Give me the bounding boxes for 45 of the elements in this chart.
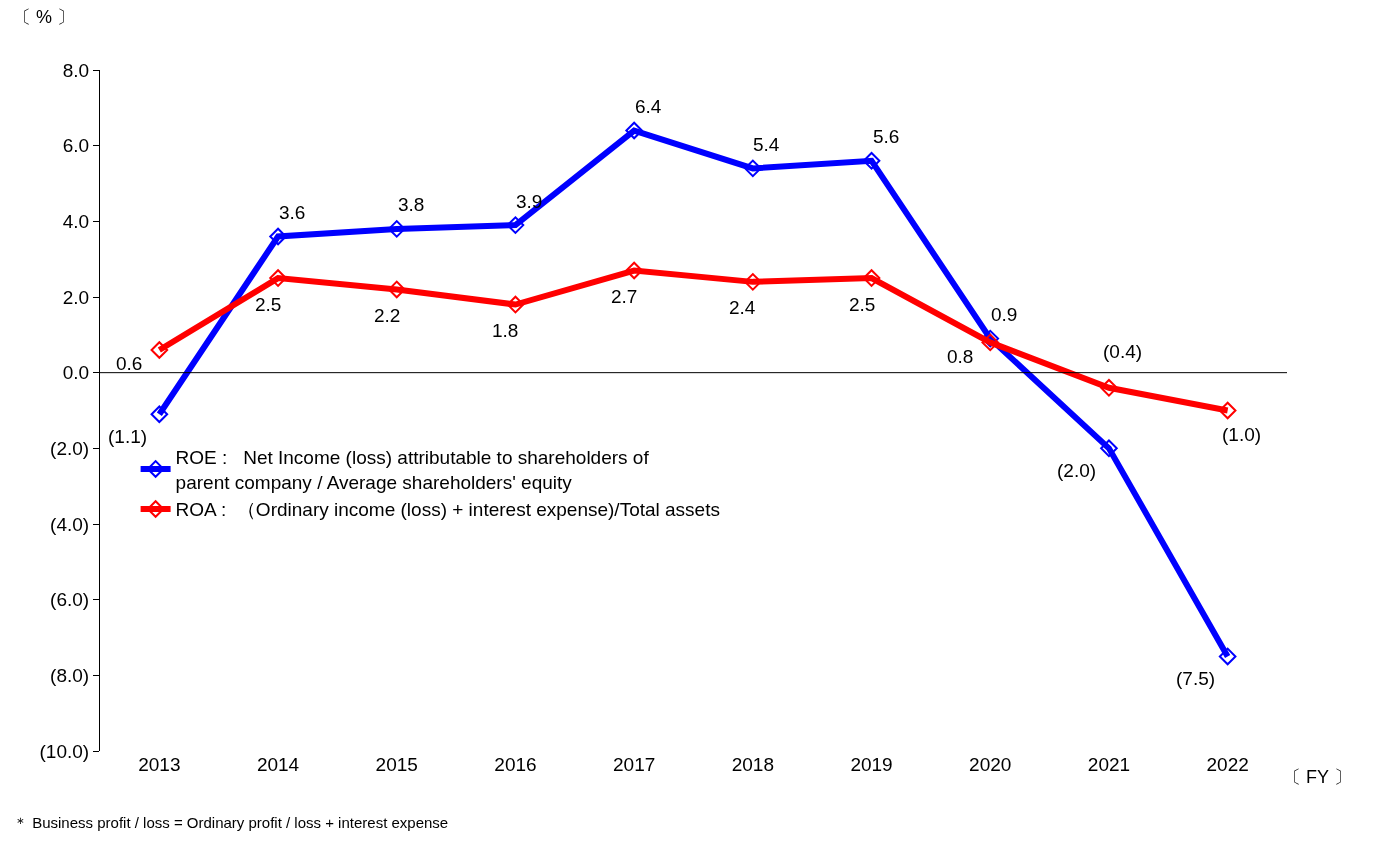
data-label: 2.5	[849, 294, 876, 315]
x-axis-title: 〔 FY 〕	[1283, 767, 1352, 787]
y-tick-label: 8.0	[62, 59, 90, 81]
x-tick-label: 2017	[613, 754, 656, 775]
y-tick-label: (2.0)	[50, 437, 90, 459]
data-label: 3.6	[279, 202, 306, 223]
data-label: (0.4)	[1103, 341, 1143, 362]
data-label: (1.1)	[108, 426, 148, 447]
y-tick-label: 2.0	[62, 286, 90, 308]
text: ＊ Business profit / loss = Ordinary profit / loss + interest expense	[13, 814, 449, 831]
x-tick-label: 2015	[375, 754, 418, 775]
x-tick-label: 2018	[731, 754, 774, 775]
data-label: 0.6	[116, 353, 143, 374]
data-label: 2.5	[255, 294, 282, 315]
y-tick-label: 4.0	[62, 210, 90, 232]
data-label: (1.0)	[1222, 424, 1262, 445]
y-tick-label: 0.0	[62, 362, 90, 384]
x-tick-label: 2019	[850, 754, 893, 775]
data-label: 3.9	[516, 191, 543, 212]
legend-label: ROA : （Ordinary income (loss) + interest expense)/Total assets	[175, 499, 720, 521]
y-tick-label: (10.0)	[39, 740, 90, 762]
x-tick-label: 2014	[256, 754, 300, 775]
data-label: 2.2	[374, 305, 401, 326]
legend-label: ROE : Net Income (loss) attributable to shareholders of parent company / Average shareholders' equity	[175, 447, 650, 493]
data-label: 0.9	[991, 304, 1018, 325]
x-tick-label: 2022	[1206, 754, 1249, 775]
data-label: 1.8	[492, 320, 519, 341]
data-label: (7.5)	[1176, 668, 1216, 689]
y-tick-label: 6.0	[62, 135, 90, 157]
x-tick-label: 2016	[494, 754, 537, 775]
y-tick-label: (8.0)	[50, 664, 90, 686]
y-tick-label: (4.0)	[50, 513, 90, 535]
y-tick-label: (6.0)	[50, 589, 90, 611]
data-label: 2.4	[729, 297, 756, 318]
data-label: (2.0)	[1057, 460, 1097, 481]
data-label: 5.6	[873, 126, 900, 147]
y-axis-title: 〔 % 〕	[13, 7, 76, 27]
data-label: 6.4	[635, 96, 662, 117]
data-label: 5.4	[753, 134, 780, 155]
x-tick-label: 2021	[1087, 754, 1131, 775]
data-label: 0.8	[947, 346, 974, 367]
data-label: 3.8	[398, 194, 425, 215]
data-label: 2.7	[611, 286, 638, 307]
x-tick-label: 2013	[138, 754, 181, 775]
x-tick-label: 2020	[969, 754, 1012, 775]
